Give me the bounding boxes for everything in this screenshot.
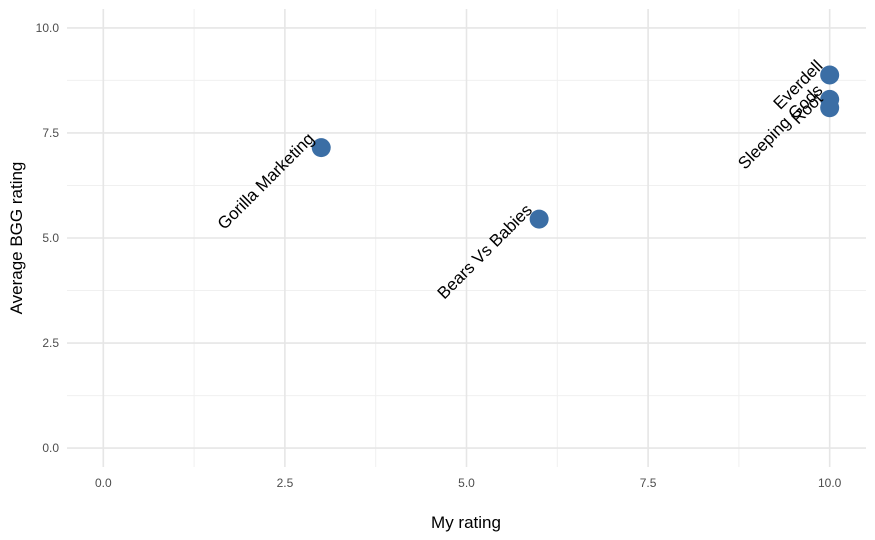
y-axis-title: Average BGG rating <box>7 162 26 315</box>
major-gridlines <box>67 9 866 467</box>
x-axis-title: My rating <box>431 513 501 532</box>
data-points <box>311 65 840 229</box>
x-tick-label: 7.5 <box>640 476 657 490</box>
x-axis-tick-labels: 0.0 2.5 5.0 7.5 10.0 <box>95 476 842 490</box>
y-axis-tick-labels: 0.0 2.5 5.0 7.5 10.0 <box>36 21 60 455</box>
y-tick-label: 10.0 <box>36 21 60 35</box>
x-tick-label: 2.5 <box>277 476 294 490</box>
x-tick-label: 0.0 <box>95 476 112 490</box>
point-label: Gorilla Marketing <box>214 129 318 233</box>
x-tick-label: 10.0 <box>818 476 842 490</box>
data-point <box>820 98 840 118</box>
y-tick-label: 5.0 <box>42 231 59 245</box>
y-tick-label: 7.5 <box>42 126 59 140</box>
x-tick-label: 5.0 <box>458 476 475 490</box>
y-tick-label: 0.0 <box>42 441 59 455</box>
data-point <box>311 138 331 158</box>
point-label: Bears Vs Babies <box>434 200 536 302</box>
data-point <box>529 209 549 229</box>
y-tick-label: 2.5 <box>42 336 59 350</box>
data-point <box>820 65 840 85</box>
